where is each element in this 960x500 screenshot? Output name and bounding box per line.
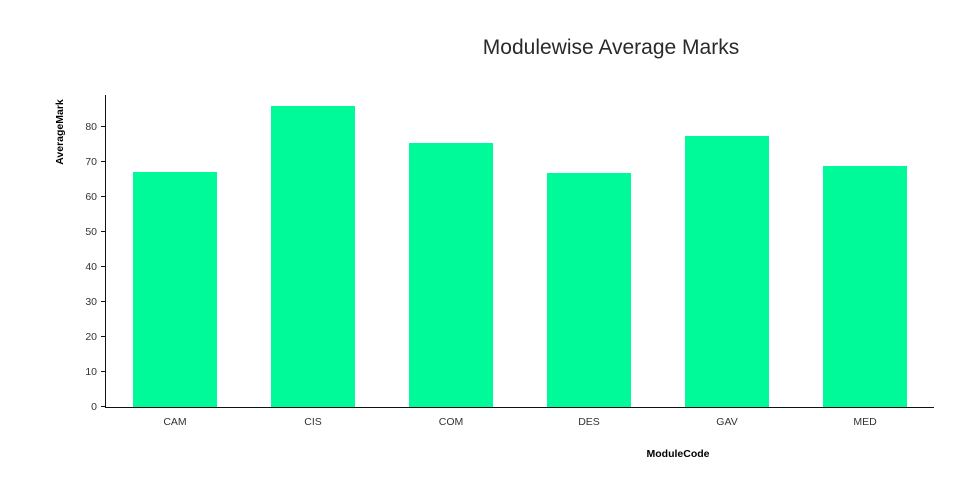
bar-band	[520, 95, 658, 407]
y-tick-mark	[101, 230, 106, 232]
x-tick-label: DES	[578, 416, 600, 428]
y-tick-label: 40	[85, 260, 97, 273]
y-axis-label: AverageMark	[54, 99, 66, 165]
y-tick-label: 50	[85, 225, 97, 238]
x-tick-label: CIS	[304, 416, 322, 428]
bar-band	[796, 95, 934, 407]
y-tick-mark	[101, 160, 106, 162]
y-tick-label: 30	[85, 295, 97, 308]
y-tick-mark	[101, 195, 106, 197]
y-tick-label: 10	[85, 365, 97, 378]
y-tick-label: 80	[85, 120, 97, 133]
x-tick-label: MED	[853, 416, 877, 428]
x-tick-label: COM	[438, 416, 464, 428]
y-tick-mark	[101, 335, 106, 337]
y-tick-mark	[101, 265, 106, 267]
x-tick-label: CAM	[163, 416, 187, 428]
x-axis-ticks: CAM CIS COM DES GAV MED	[106, 407, 934, 428]
bar-band	[106, 95, 244, 407]
bar-gav[interactable]	[684, 135, 770, 407]
y-tick-label: 70	[85, 155, 97, 168]
bar-com[interactable]	[408, 143, 494, 407]
bar-band	[658, 95, 796, 407]
x-tick-label: GAV	[716, 416, 738, 428]
bar-cis[interactable]	[270, 105, 356, 407]
x-axis-label: ModuleCode	[646, 448, 710, 460]
bar-med[interactable]	[822, 165, 908, 407]
chart-title: Modulewise Average Marks	[482, 36, 740, 59]
bar-des[interactable]	[546, 172, 632, 407]
y-tick-label: 20	[85, 330, 97, 343]
bars-container	[106, 95, 934, 407]
y-tick-label: 0	[91, 401, 97, 413]
plot-area: 0 10 20 30 40 50 60 70 80 CAM CIS COM DES GAV MED	[85, 95, 934, 428]
bar-band	[382, 95, 520, 407]
bar-band	[244, 95, 382, 407]
y-tick-mark	[101, 370, 106, 372]
bar-cam[interactable]	[132, 172, 218, 407]
y-tick-mark	[101, 406, 106, 407]
y-tick-mark	[101, 300, 106, 302]
y-tick-mark	[101, 125, 106, 127]
y-tick-label: 60	[85, 190, 97, 203]
